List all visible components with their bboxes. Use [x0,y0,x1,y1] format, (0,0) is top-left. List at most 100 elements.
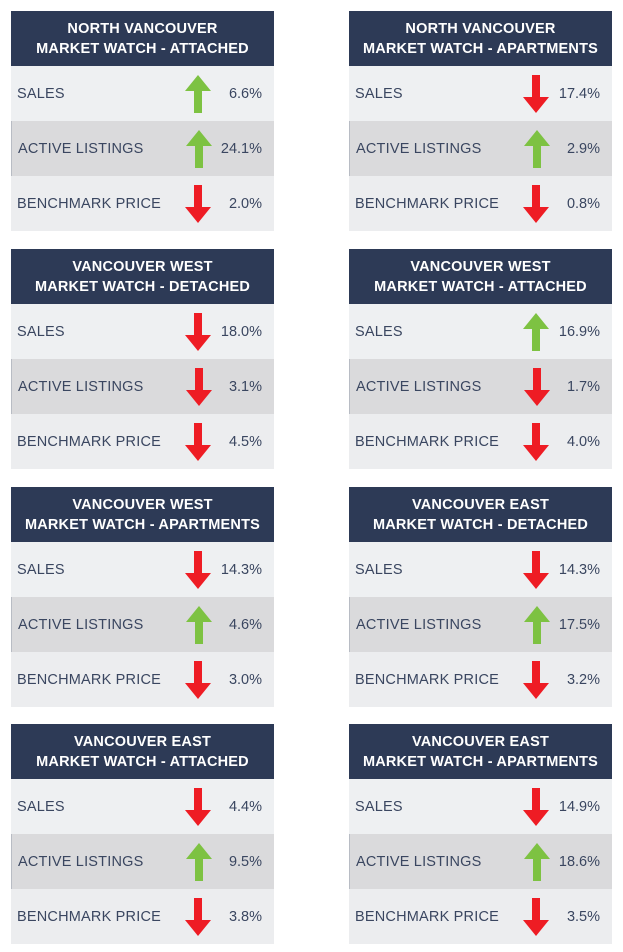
stat-label: SALES [355,323,403,340]
stat-row: BENCHMARK PRICE 3.8% [11,889,274,944]
card-title-region: VANCOUVER WEST [410,258,551,275]
stat-value: 3.1% [228,378,262,395]
stat-row: SALES 16.9% [349,304,612,359]
arrow-up-icon [523,313,549,351]
stat-value: 14.9% [558,798,600,815]
stat-label: ACTIVE LISTINGS [356,140,482,157]
card-title-category: MARKET WATCH - ATTACHED [36,40,249,57]
stat-row: ACTIVE LISTINGS 2.9% [349,121,612,176]
stat-value: 17.5% [558,616,600,633]
stat-value: 3.5% [566,908,600,925]
card-title-region: VANCOUVER EAST [411,496,550,513]
stat-row: BENCHMARK PRICE 4.0% [349,414,612,469]
stat-label: BENCHMARK PRICE [355,195,499,212]
card-header: VANCOUVER WEST MARKET WATCH - ATTACHED [349,249,612,304]
card-header: VANCOUVER EAST MARKET WATCH - ATTACHED [11,724,274,779]
arrow-down-icon [523,551,549,589]
stat-row: ACTIVE LISTINGS 24.1% [11,121,274,176]
stat-value: 3.8% [228,908,262,925]
stat-value: 4.5% [228,433,262,450]
card-title-region: VANCOUVER EAST [73,733,212,750]
stat-row: BENCHMARK PRICE 3.0% [11,652,274,707]
stat-row: BENCHMARK PRICE 3.2% [349,652,612,707]
stat-label: ACTIVE LISTINGS [356,853,482,870]
stat-value: 14.3% [220,561,262,578]
arrow-down-icon [523,788,549,826]
stat-value: 1.7% [566,378,600,395]
card-title-region: VANCOUVER EAST [411,733,550,750]
stat-label: BENCHMARK PRICE [17,195,161,212]
stat-label: ACTIVE LISTINGS [18,853,144,870]
stat-label: SALES [355,798,403,815]
stat-label: BENCHMARK PRICE [17,908,161,925]
stat-value: 16.9% [558,323,600,340]
card-title-category: MARKET WATCH - APARTMENTS [362,40,599,57]
stat-row: ACTIVE LISTINGS 3.1% [11,359,274,414]
market-watch-card: VANCOUVER WEST MARKET WATCH - ATTACHED SAL… [349,249,612,469]
stat-label: BENCHMARK PRICE [17,671,161,688]
market-watch-card: VANCOUVER EAST MARKET WATCH - APARTMENTS S… [349,724,612,944]
stat-row: ACTIVE LISTINGS 9.5% [11,834,274,889]
arrow-down-icon [524,368,550,406]
stat-label: ACTIVE LISTINGS [356,616,482,633]
arrow-down-icon [185,898,211,936]
stat-row: BENCHMARK PRICE 2.0% [11,176,274,231]
stat-row: SALES 6.6% [11,66,274,121]
arrow-down-icon [523,661,549,699]
stat-value: 2.0% [228,195,262,212]
card-title-region: VANCOUVER WEST [72,258,213,275]
card-header: VANCOUVER EAST MARKET WATCH - DETACHED [349,487,612,542]
card-header: NORTH VANCOUVER MARKET WATCH - ATTACHED [11,11,274,66]
card-title-region: NORTH VANCOUVER [67,20,218,37]
stat-value: 4.0% [566,433,600,450]
stat-label: SALES [17,798,65,815]
market-watch-card: VANCOUVER WEST MARKET WATCH - DETACHED SAL… [11,249,274,469]
arrow-down-icon [523,75,549,113]
arrow-down-icon [185,185,211,223]
arrow-down-icon [185,661,211,699]
arrow-up-icon [186,843,212,881]
stat-row: ACTIVE LISTINGS 1.7% [349,359,612,414]
stat-row: SALES 17.4% [349,66,612,121]
arrow-down-icon [523,185,549,223]
stat-label: SALES [17,323,65,340]
card-title-category: MARKET WATCH - APARTMENTS [362,753,599,770]
stat-value: 4.4% [228,798,262,815]
stat-value: 24.1% [220,140,262,157]
stat-row: BENCHMARK PRICE 4.5% [11,414,274,469]
stat-label: BENCHMARK PRICE [355,671,499,688]
stat-value: 9.5% [228,853,262,870]
stat-label: ACTIVE LISTINGS [356,378,482,395]
card-title-category: MARKET WATCH - APARTMENTS [24,516,261,533]
stat-value: 14.3% [558,561,600,578]
arrow-down-icon [523,423,549,461]
arrow-up-icon [185,75,211,113]
card-title-category: MARKET WATCH - ATTACHED [36,753,249,770]
card-header: VANCOUVER WEST MARKET WATCH - DETACHED [11,249,274,304]
stat-row: SALES 14.3% [11,542,274,597]
stat-row: SALES 18.0% [11,304,274,359]
stat-row: ACTIVE LISTINGS 18.6% [349,834,612,889]
stat-value: 0.8% [566,195,600,212]
arrow-down-icon [185,313,211,351]
stat-row: BENCHMARK PRICE 3.5% [349,889,612,944]
stat-value: 3.0% [228,671,262,688]
stat-label: ACTIVE LISTINGS [18,140,144,157]
arrow-up-icon [524,606,550,644]
stat-value: 3.2% [566,671,600,688]
arrow-up-icon [186,130,212,168]
card-title-region: VANCOUVER WEST [72,496,213,513]
stat-label: ACTIVE LISTINGS [18,378,144,395]
stat-label: SALES [17,561,65,578]
stat-value: 2.9% [566,140,600,157]
stat-value: 18.0% [220,323,262,340]
stat-value: 18.6% [558,853,600,870]
market-watch-card: VANCOUVER EAST MARKET WATCH - ATTACHED SAL… [11,724,274,944]
market-watch-card: NORTH VANCOUVER MARKET WATCH - APARTMENTS… [349,11,612,231]
arrow-down-icon [185,788,211,826]
stat-row: ACTIVE LISTINGS 17.5% [349,597,612,652]
arrow-up-icon [524,843,550,881]
arrow-down-icon [185,551,211,589]
stat-value: 4.6% [228,616,262,633]
card-title-category: MARKET WATCH - DETACHED [34,278,251,295]
